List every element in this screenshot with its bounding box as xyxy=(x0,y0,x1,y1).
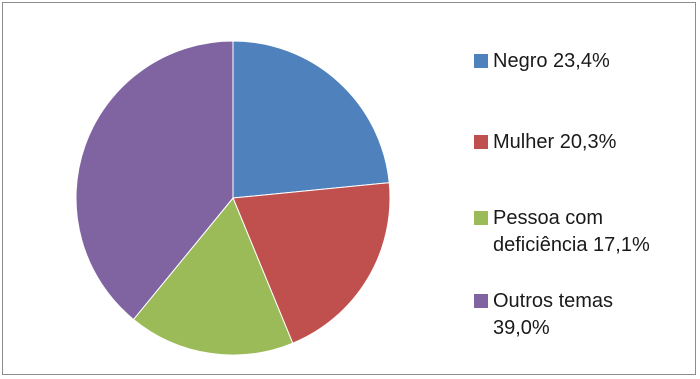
pie-slice-negro xyxy=(232,40,390,199)
legend-swatch-pessoa-com-deficiencia xyxy=(474,211,488,225)
legend-swatch-outros-temas xyxy=(474,294,488,308)
legend-item-pessoa-com-deficiencia: Pessoa com deficiência 17,1% xyxy=(474,205,683,259)
legend-label-pessoa-com-deficiencia: Pessoa com deficiência 17,1% xyxy=(493,207,650,256)
legend-label-outros-temas: Outros temas 39,0% xyxy=(493,290,614,339)
pie-slices xyxy=(75,40,391,356)
legend-swatch-negro xyxy=(474,54,488,68)
legend-item-outros-temas: Outros temas 39,0% xyxy=(474,288,643,342)
pie-slice-mulher xyxy=(232,182,391,344)
legend-item-mulher: Mulher 20,3% xyxy=(474,129,683,156)
legend-item-negro: Negro 23,4% xyxy=(474,48,683,75)
legend-label-mulher: Mulher 20,3% xyxy=(493,131,617,153)
legend-swatch-mulher xyxy=(474,135,488,149)
pie-slice-pessoa-com-deficiencia xyxy=(132,197,294,356)
legend-label-negro: Negro 23,4% xyxy=(493,50,610,72)
pie-slice-outros-temas xyxy=(75,40,234,321)
